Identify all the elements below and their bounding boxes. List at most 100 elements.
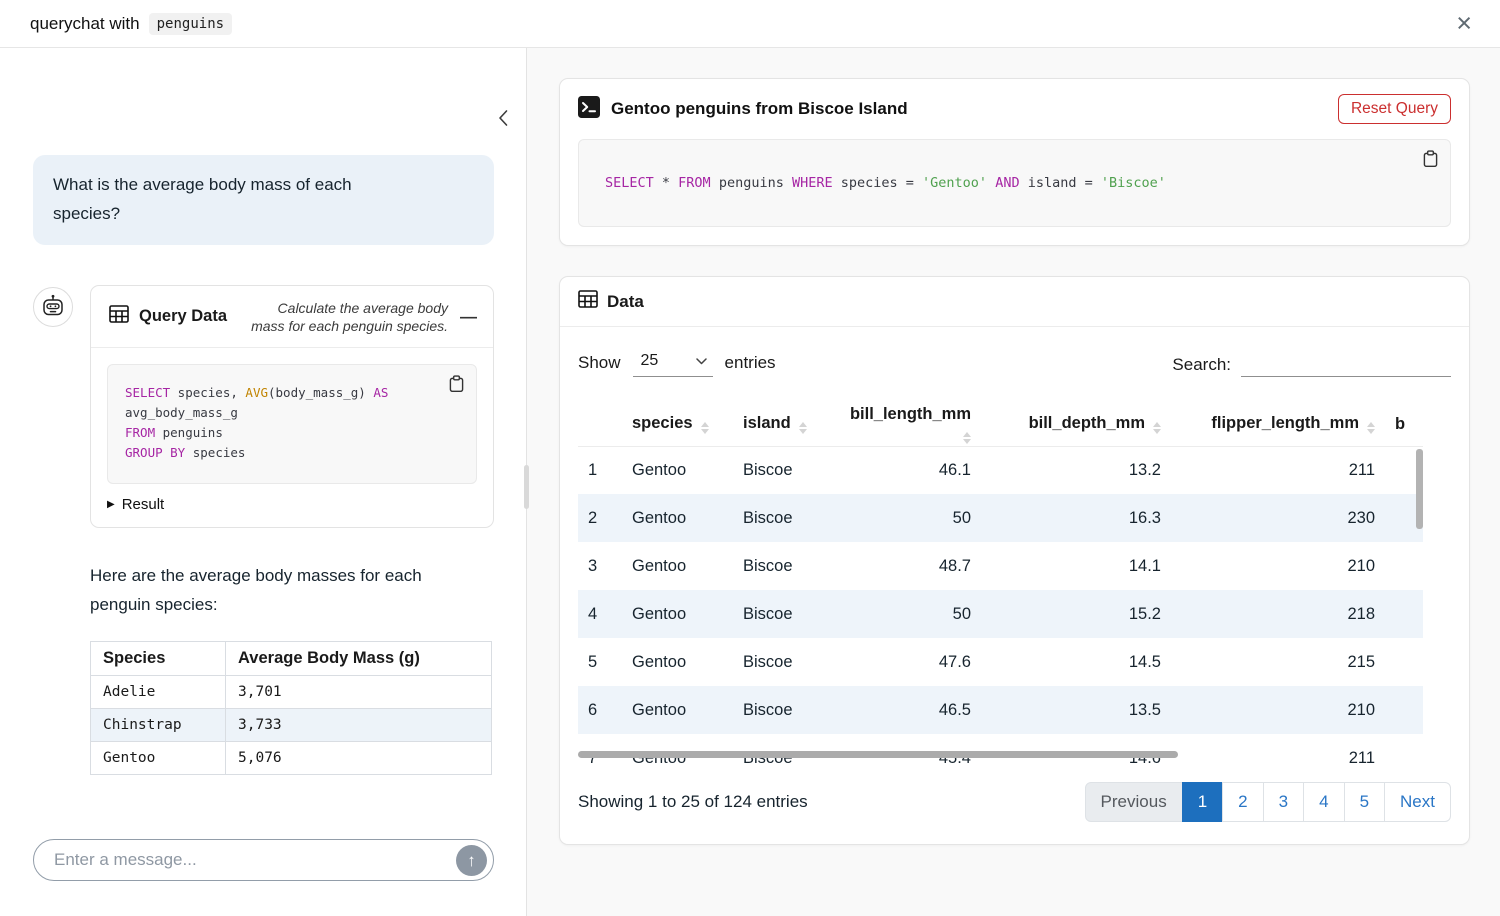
- sql-token: species: [185, 445, 245, 460]
- table-cell: 210: [1171, 542, 1385, 590]
- table-cell: Biscoe: [733, 494, 833, 542]
- table-cell: 16.3: [981, 494, 1171, 542]
- vertical-scrollbar-thumb[interactable]: [1416, 449, 1423, 529]
- table-cell: [1385, 734, 1423, 766]
- table-row: Chinstrap3,733: [91, 708, 492, 741]
- table-cell: [1385, 686, 1423, 734]
- collapse-sidebar-button[interactable]: [496, 108, 510, 131]
- tool-card-subtitle: Calculate the average body mass for each…: [248, 299, 448, 335]
- table-cell: [1385, 542, 1423, 590]
- table-cell: 3,733: [226, 708, 492, 741]
- table-cell: 14.6: [981, 734, 1171, 766]
- sql-code: SELECT species, AVG(body_mass_g) AS avg_…: [125, 385, 388, 460]
- query-data-tool-card: Query Data Calculate the average body ma…: [90, 285, 494, 528]
- search-input[interactable]: [1241, 352, 1451, 377]
- sql-token: WHERE: [792, 175, 833, 191]
- table-cell: 15.2: [981, 590, 1171, 638]
- copy-sql-button[interactable]: [1421, 148, 1440, 173]
- row-index: 5: [578, 638, 622, 686]
- table-cell: 50: [833, 494, 981, 542]
- current-query-card: Gentoo penguins from Biscoe Island Reset…: [559, 78, 1470, 246]
- table-cell: Biscoe: [733, 638, 833, 686]
- reset-query-button[interactable]: Reset Query: [1338, 94, 1451, 124]
- table-cell: Adelie: [91, 675, 226, 708]
- page-button-2[interactable]: 2: [1222, 782, 1263, 822]
- query-title: Gentoo penguins from Biscoe Island: [578, 96, 908, 123]
- column-header-bill_depth_mm[interactable]: bill_depth_mm: [981, 403, 1171, 446]
- sql-token: SELECT: [125, 385, 170, 400]
- sql-token: avg_body_mass_g: [125, 405, 238, 420]
- robot-avatar-icon: [33, 287, 73, 327]
- sql-token: GROUP BY: [125, 445, 185, 460]
- page-button-3[interactable]: 3: [1263, 782, 1304, 822]
- message-input[interactable]: [54, 850, 456, 870]
- page-button-next[interactable]: Next: [1384, 782, 1451, 822]
- column-header-species[interactable]: species: [622, 403, 733, 446]
- search-control: Search:: [1172, 352, 1451, 377]
- table-cell: 48.7: [833, 542, 981, 590]
- page-size-select[interactable]: 25: [633, 349, 713, 377]
- sql-token: SELECT: [605, 175, 654, 191]
- dashboard-panel: Gentoo penguins from Biscoe Island Reset…: [527, 48, 1500, 916]
- copy-code-button[interactable]: [447, 373, 466, 398]
- penguins-data-table: speciesislandbill_length_mmbill_depth_mm…: [578, 403, 1423, 766]
- dataset-chip: penguins: [149, 13, 232, 35]
- querychat-app: querychat with penguins × What is the av…: [0, 0, 1500, 916]
- chevron-left-icon: [496, 116, 510, 131]
- table-cell: 13.5: [981, 686, 1171, 734]
- column-header-island[interactable]: island: [733, 403, 833, 446]
- horizontal-scrollbar-thumb[interactable]: [578, 751, 1178, 758]
- table-cell: 14.5: [981, 638, 1171, 686]
- send-button[interactable]: ↑: [456, 845, 487, 876]
- table-cell: Gentoo: [622, 590, 733, 638]
- data-card-title: Data: [607, 292, 644, 312]
- sort-icon: [1367, 422, 1375, 434]
- sql-token: 'Biscoe': [1101, 175, 1166, 191]
- column-header-bill_length_mm[interactable]: bill_length_mm: [833, 403, 981, 446]
- table-cell: Gentoo: [622, 734, 733, 766]
- assistant-text: Here are the average body masses for eac…: [90, 562, 485, 620]
- page-button-1[interactable]: 1: [1182, 782, 1223, 822]
- collapse-tool-card-button[interactable]: —: [458, 307, 479, 327]
- sql-token: (body_mass_g): [268, 385, 373, 400]
- table-cell: 3,701: [226, 675, 492, 708]
- table-cell: 13.2: [981, 446, 1171, 494]
- table-cell: Gentoo: [622, 686, 733, 734]
- sql-token: species =: [833, 175, 922, 191]
- assistant-message: Query Data Calculate the average body ma…: [33, 285, 494, 775]
- sql-token: *: [654, 175, 678, 191]
- assistant-message-body: Query Data Calculate the average body ma…: [90, 285, 494, 775]
- sql-token: FROM: [678, 175, 711, 191]
- table-cell: Biscoe: [733, 446, 833, 494]
- table-footer: Showing 1 to 25 of 124 entries Previous1…: [578, 782, 1451, 822]
- table-row: 4GentooBiscoe5015.2218: [578, 590, 1423, 638]
- page-button-previous[interactable]: Previous: [1085, 782, 1183, 822]
- panel-resize-handle[interactable]: [524, 465, 529, 509]
- query-title-text: Gentoo penguins from Biscoe Island: [611, 99, 908, 119]
- column-header-flipper_length_mm[interactable]: flipper_length_mm: [1171, 403, 1385, 446]
- table-cell: Biscoe: [733, 686, 833, 734]
- message-composer: ↑: [33, 839, 494, 881]
- tool-card-title: Query Data: [109, 305, 227, 328]
- page-button-4[interactable]: 4: [1303, 782, 1344, 822]
- column-label: flipper_length_mm: [1211, 414, 1359, 432]
- page-button-5[interactable]: 5: [1344, 782, 1385, 822]
- column-header-index: [578, 403, 622, 446]
- table-cell: Gentoo: [622, 494, 733, 542]
- table-cell: Gentoo: [622, 542, 733, 590]
- table-cell: Gentoo: [622, 638, 733, 686]
- result-toggle[interactable]: ▶ Result: [91, 484, 493, 527]
- sql-token: species,: [170, 385, 245, 400]
- active-sql-code: SELECT * FROM penguins WHERE species = '…: [605, 175, 1166, 191]
- table-cell: [1385, 590, 1423, 638]
- column-header: Average Body Mass (g): [226, 641, 492, 675]
- table-cell: [1385, 638, 1423, 686]
- data-card: Data Show 25 entries: [559, 276, 1470, 845]
- sql-token: 'Gentoo': [922, 175, 987, 191]
- tool-card-header: Query Data Calculate the average body ma…: [91, 286, 493, 348]
- data-table-viewport: speciesislandbill_length_mmbill_depth_mm…: [578, 403, 1423, 766]
- close-button[interactable]: ×: [1450, 8, 1478, 39]
- sort-icon: [799, 422, 807, 434]
- sql-token: penguins: [711, 175, 792, 191]
- row-index: 4: [578, 590, 622, 638]
